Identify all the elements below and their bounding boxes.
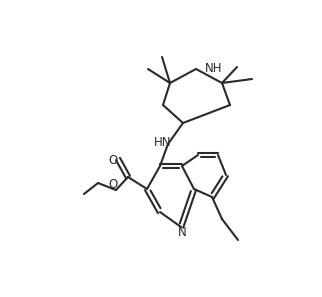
Text: N: N — [178, 225, 186, 238]
Text: O: O — [109, 154, 118, 167]
Text: HN: HN — [154, 137, 172, 149]
Text: O: O — [109, 178, 118, 192]
Text: NH: NH — [205, 61, 223, 75]
